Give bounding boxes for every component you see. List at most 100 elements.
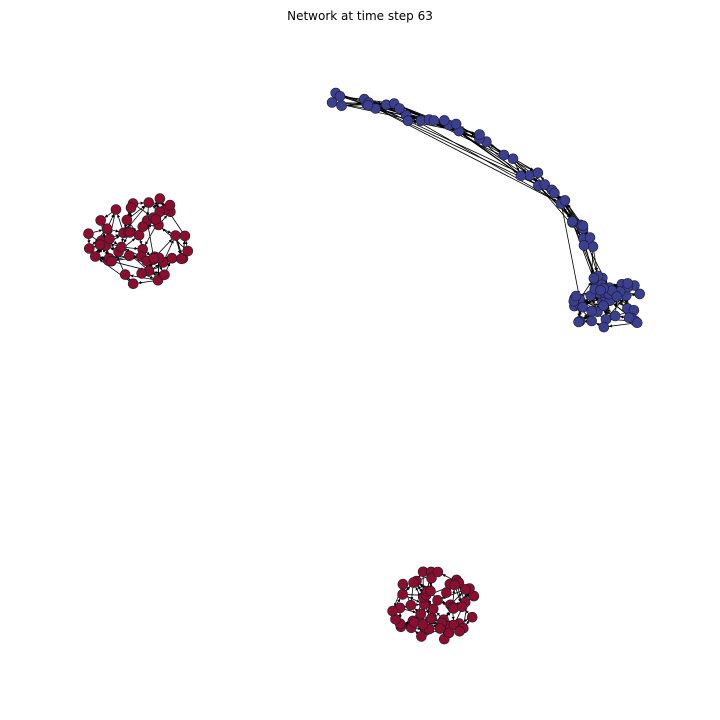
edge bbox=[139, 239, 143, 245]
node bbox=[532, 167, 544, 179]
node bbox=[136, 268, 147, 279]
node bbox=[326, 97, 338, 108]
edge bbox=[427, 599, 432, 605]
node bbox=[428, 115, 440, 126]
node bbox=[588, 272, 600, 284]
node bbox=[578, 240, 590, 251]
edge bbox=[608, 322, 633, 328]
node-layer bbox=[83, 87, 646, 645]
node bbox=[595, 284, 606, 296]
node bbox=[432, 594, 443, 606]
edge bbox=[558, 195, 563, 200]
node bbox=[408, 617, 420, 628]
node bbox=[460, 584, 471, 595]
edge bbox=[110, 247, 115, 251]
node bbox=[441, 587, 452, 598]
node bbox=[567, 216, 578, 227]
node bbox=[415, 608, 427, 620]
node bbox=[570, 290, 582, 302]
node bbox=[598, 300, 609, 312]
edge-layer bbox=[87, 94, 641, 636]
edge bbox=[152, 205, 157, 210]
edge bbox=[153, 264, 160, 269]
node bbox=[104, 233, 115, 244]
node bbox=[101, 223, 113, 234]
node bbox=[150, 214, 162, 225]
edge bbox=[436, 612, 441, 617]
node bbox=[83, 228, 94, 239]
edge bbox=[370, 105, 557, 202]
edge bbox=[111, 229, 119, 233]
edge bbox=[93, 229, 103, 233]
edge bbox=[126, 276, 131, 281]
edge bbox=[100, 256, 105, 260]
node bbox=[170, 230, 181, 241]
edge bbox=[563, 207, 571, 218]
node bbox=[84, 243, 95, 254]
edge bbox=[414, 608, 419, 612]
node bbox=[549, 187, 560, 199]
node bbox=[334, 91, 346, 102]
node bbox=[124, 227, 136, 238]
edge bbox=[102, 233, 106, 237]
edge bbox=[95, 249, 99, 253]
edge bbox=[373, 104, 541, 183]
node bbox=[94, 239, 106, 250]
node bbox=[394, 103, 405, 114]
node bbox=[507, 153, 519, 165]
edge bbox=[166, 262, 171, 271]
node bbox=[408, 577, 419, 588]
edge bbox=[114, 255, 125, 259]
node bbox=[405, 599, 417, 611]
node bbox=[176, 253, 187, 265]
edge bbox=[129, 223, 137, 232]
node bbox=[515, 170, 527, 182]
edge bbox=[164, 239, 174, 258]
node bbox=[623, 312, 635, 324]
edge bbox=[566, 205, 572, 218]
node bbox=[387, 605, 398, 617]
node bbox=[559, 195, 571, 206]
edge bbox=[123, 236, 128, 243]
edge bbox=[596, 322, 600, 327]
edge bbox=[146, 207, 150, 216]
plot-title: Network at time step 63 bbox=[287, 9, 433, 23]
node bbox=[110, 204, 122, 215]
edge bbox=[433, 621, 438, 626]
edge bbox=[455, 589, 461, 603]
node bbox=[159, 269, 170, 281]
node bbox=[586, 315, 598, 327]
edge bbox=[407, 596, 421, 603]
node bbox=[584, 232, 596, 243]
edge bbox=[124, 224, 128, 229]
edge bbox=[156, 238, 173, 255]
node bbox=[127, 278, 139, 290]
node bbox=[598, 321, 610, 333]
edge bbox=[153, 271, 160, 275]
node bbox=[573, 316, 584, 328]
node bbox=[402, 115, 414, 127]
node bbox=[456, 601, 468, 613]
edge bbox=[121, 237, 125, 243]
edge bbox=[561, 208, 580, 295]
node bbox=[397, 578, 409, 590]
node bbox=[137, 221, 149, 232]
node bbox=[611, 291, 623, 302]
edge bbox=[453, 592, 463, 602]
node bbox=[539, 179, 551, 190]
node bbox=[125, 202, 137, 214]
node bbox=[443, 627, 455, 639]
edge bbox=[117, 214, 123, 229]
edge bbox=[126, 212, 130, 217]
node bbox=[438, 115, 450, 126]
node bbox=[634, 288, 646, 300]
edge bbox=[116, 256, 125, 261]
edge bbox=[146, 225, 154, 254]
edge bbox=[104, 212, 113, 218]
edge bbox=[462, 133, 518, 174]
edge bbox=[176, 240, 181, 255]
edge bbox=[607, 308, 612, 313]
edge bbox=[146, 251, 151, 256]
edge bbox=[130, 205, 146, 218]
